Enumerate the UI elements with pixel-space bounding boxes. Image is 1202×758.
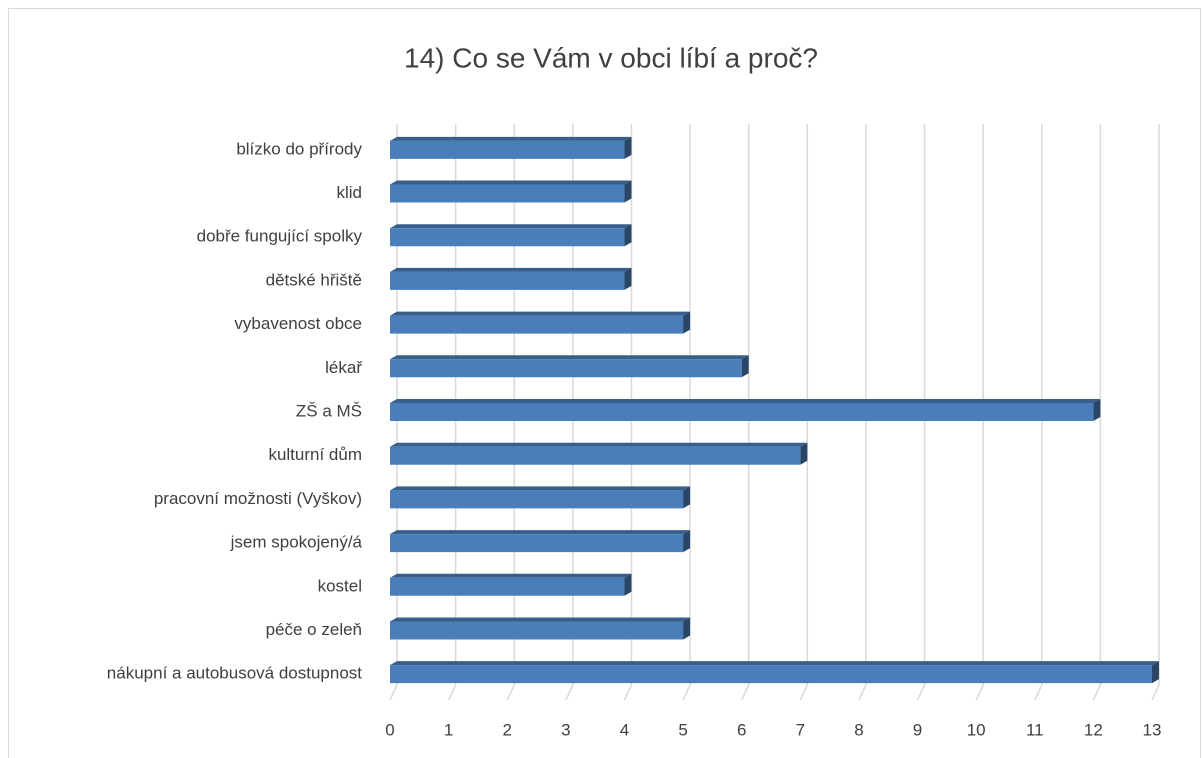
grid-line — [565, 124, 574, 701]
bar-top — [390, 573, 632, 578]
bar-front — [390, 534, 684, 553]
bar-top — [390, 180, 632, 185]
bar — [390, 617, 691, 640]
bar-side — [1152, 661, 1159, 684]
bar-top — [390, 224, 632, 229]
grid-line — [1092, 124, 1102, 701]
bar-top — [390, 136, 632, 141]
bar-front — [390, 665, 1152, 684]
grid-line — [623, 124, 633, 701]
bar-front — [390, 403, 1094, 421]
y-tick-label: dobře fungující spolky — [197, 227, 363, 246]
grid-line — [799, 124, 809, 701]
bar-front — [390, 271, 625, 290]
grid-line — [1034, 124, 1043, 701]
bar-side — [683, 617, 691, 640]
bar — [390, 180, 632, 203]
x-tick-label: 11 — [1026, 720, 1044, 739]
x-tick-label: 12 — [1084, 720, 1103, 739]
bar-front — [390, 621, 684, 640]
bar — [390, 311, 691, 334]
chart-title: 14) Co se Vám v obci líbí a proč? — [404, 42, 818, 73]
bar — [390, 573, 632, 596]
y-tick-label: péče o zeleň — [266, 620, 362, 639]
bar — [390, 136, 632, 159]
y-tick-label: lékař — [325, 358, 362, 377]
x-tick-label: 5 — [678, 720, 687, 739]
bar-front — [390, 577, 625, 596]
x-tick-label: 1 — [444, 720, 453, 739]
bar-side — [624, 573, 632, 596]
bar-front — [390, 359, 742, 378]
grid-line — [506, 124, 515, 701]
y-tick-label: kulturní dům — [268, 445, 362, 464]
bar-front — [390, 490, 684, 509]
x-tick-label: 8 — [854, 720, 863, 739]
bar-top — [390, 311, 691, 316]
y-tick-label: pracovní možnosti (Vyškov) — [154, 489, 362, 508]
bar-front — [390, 315, 684, 334]
grid-line — [389, 124, 398, 701]
grid-line — [741, 124, 750, 701]
x-tick-label: 3 — [561, 720, 570, 739]
grid-line — [682, 124, 691, 701]
bar-top — [390, 355, 749, 360]
y-tick-label: dětské hřiště — [266, 270, 362, 289]
chart-border — [8, 8, 1201, 758]
x-tick-label: 9 — [913, 720, 922, 739]
y-tick-label: ZŠ a MŠ — [296, 401, 362, 420]
grid-line — [916, 124, 926, 701]
bar-side — [683, 530, 691, 553]
bar-front — [390, 228, 625, 247]
x-tick-label: 7 — [796, 720, 805, 739]
grid-line — [447, 124, 457, 701]
x-tick-label: 0 — [385, 720, 394, 739]
bar-top — [390, 442, 808, 447]
bar-top — [390, 399, 1101, 403]
bar-side — [624, 224, 632, 247]
bar-top — [390, 486, 691, 491]
grid-line — [975, 124, 984, 701]
bar — [390, 486, 691, 509]
bar — [390, 530, 691, 553]
y-tick-label: vybavenost obce — [234, 314, 362, 333]
bar-front — [390, 140, 625, 159]
bar — [390, 661, 1159, 684]
bar-front — [390, 184, 625, 203]
bar-side — [624, 180, 632, 203]
bar-top — [390, 267, 632, 272]
x-tick-label: 10 — [967, 720, 986, 739]
bar-top — [390, 530, 691, 535]
x-tick-label: 13 — [1143, 720, 1162, 739]
y-tick-label: jsem spokojený/á — [230, 533, 363, 552]
x-tick-label: 2 — [502, 720, 511, 739]
bar-top — [390, 617, 691, 622]
bar — [390, 399, 1101, 421]
x-tick-label: 4 — [620, 720, 629, 739]
bar-side — [683, 311, 691, 334]
bar-side — [683, 486, 691, 509]
x-tick-label: 6 — [737, 720, 746, 739]
bar — [390, 442, 808, 465]
bar-top — [390, 661, 1159, 666]
bar — [390, 224, 632, 247]
grid-line — [858, 124, 867, 701]
y-tick-label: klid — [336, 183, 362, 202]
bar-side — [624, 136, 632, 159]
bar-side — [1093, 399, 1101, 421]
bar-front — [390, 446, 801, 465]
grid-line — [1151, 124, 1160, 701]
bar-side — [800, 442, 808, 465]
bar — [390, 355, 749, 378]
y-tick-label: blízko do přírody — [236, 139, 362, 158]
bar-side — [624, 267, 632, 290]
y-tick-label: nákupní a autobusová dostupnost — [107, 664, 362, 683]
y-tick-label: kostel — [318, 576, 362, 595]
bar-side — [741, 355, 749, 378]
bar — [390, 267, 632, 290]
